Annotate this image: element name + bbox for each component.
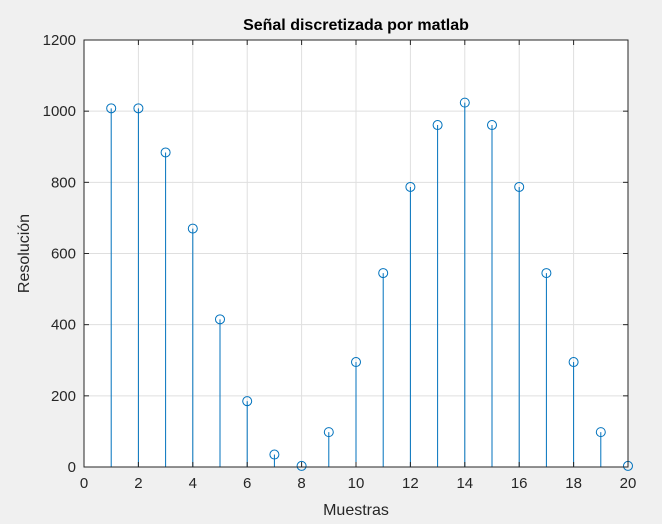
stem-marker [160,147,171,158]
x-tick-label: 12 [402,475,419,492]
y-tick-label: 200 [51,388,76,405]
stem-marker [323,427,334,438]
stem-marker [432,120,443,131]
x-axis-label: Muestras [323,502,389,519]
stem-marker [351,357,361,368]
stem-marker [106,103,117,114]
x-tick-label: 16 [511,475,528,492]
x-tick-label: 6 [243,475,251,492]
y-tick-label: 400 [51,317,76,334]
x-tick-label: 14 [456,475,473,492]
stem-marker [487,120,497,131]
x-tick-label: 20 [620,475,637,492]
stem-marker [215,314,225,325]
chart-title: Señal discretizada por matlab [243,17,469,34]
stem-marker [269,449,280,460]
stem-marker [459,97,470,108]
stem-marker [595,427,606,438]
stem-marker [378,268,389,279]
y-tick-label: 800 [51,174,76,191]
stem-marker [541,268,552,279]
data-series [106,97,633,471]
stem-marker [296,460,307,471]
y-tick-label: 0 [68,459,76,476]
x-tick-label: 2 [134,475,142,492]
x-tick-label: 4 [189,475,197,492]
stem-marker [568,357,579,368]
x-tick-label: 10 [348,475,365,492]
stem-marker [242,396,253,407]
x-tick-label: 18 [565,475,582,492]
y-axis-label: Resolución [16,214,33,293]
x-tick-label: 0 [80,475,88,492]
x-tick-label: 8 [297,475,305,492]
stem-marker [187,223,198,234]
y-tick-label: 600 [51,246,76,263]
stem-marker [405,181,416,192]
y-tick-label: 1200 [43,32,76,49]
y-tick-label: 1000 [43,103,76,120]
stem-marker [133,103,144,114]
stem-marker [514,181,525,192]
